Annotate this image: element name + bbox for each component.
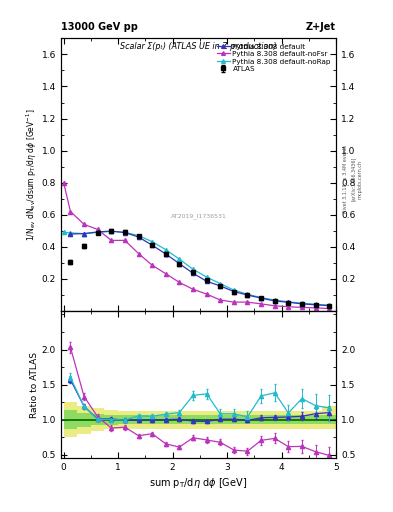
Text: Z+Jet: Z+Jet: [306, 22, 336, 32]
Pythia 8.308 default-noFsr: [204, 291, 209, 297]
Pythia 8.308 default-noRap: [150, 239, 154, 245]
Pythia 8.308 default-noRap: [327, 302, 332, 308]
Pythia 8.308 default-noRap: [68, 230, 73, 236]
Pythia 8.308 default-noFsr: [231, 299, 236, 305]
Pythia 8.308 default-noFsr: [109, 238, 114, 244]
Pythia 8.308 default-noFsr: [286, 304, 291, 310]
Pythia 8.308 default-noRap: [163, 247, 168, 253]
Pythia 8.308 default: [272, 298, 277, 304]
Pythia 8.308 default-noFsr: [150, 262, 154, 268]
Pythia 8.308 default-noFsr: [177, 280, 182, 286]
Text: Scalar Σ(pₜ) (ATLAS UE in Z production): Scalar Σ(pₜ) (ATLAS UE in Z production): [120, 42, 277, 52]
Pythia 8.308 default-noFsr: [218, 297, 222, 303]
Pythia 8.308 default-noRap: [123, 229, 127, 236]
Pythia 8.308 default: [299, 301, 304, 307]
Line: Pythia 8.308 default-noRap: Pythia 8.308 default-noRap: [62, 229, 331, 307]
Pythia 8.308 default: [163, 251, 168, 257]
Pythia 8.308 default: [231, 288, 236, 294]
Pythia 8.308 default-noFsr: [313, 305, 318, 311]
Pythia 8.308 default-noRap: [299, 300, 304, 306]
Pythia 8.308 default-noRap: [218, 281, 222, 287]
Pythia 8.308 default-noRap: [61, 229, 66, 236]
Pythia 8.308 default-noFsr: [136, 250, 141, 257]
Pythia 8.308 default-noRap: [82, 230, 86, 237]
Line: Pythia 8.308 default: Pythia 8.308 default: [68, 229, 331, 308]
Pythia 8.308 default: [109, 228, 114, 234]
Pythia 8.308 default-noRap: [109, 228, 114, 234]
Pythia 8.308 default-noFsr: [191, 286, 195, 292]
Pythia 8.308 default-noFsr: [259, 301, 263, 307]
Text: [arXiv:1306.3436]: [arXiv:1306.3436]: [351, 157, 356, 201]
X-axis label: sum p$_{\mathregular{T}}$/d$\eta$ d$\phi$ [GeV]: sum p$_{\mathregular{T}}$/d$\eta$ d$\phi…: [149, 476, 248, 490]
Pythia 8.308 default-noFsr: [272, 303, 277, 309]
Pythia 8.308 default: [218, 283, 222, 289]
Pythia 8.308 default-noFsr: [95, 226, 100, 232]
Pythia 8.308 default-noRap: [177, 256, 182, 262]
Pythia 8.308 default-noRap: [231, 287, 236, 293]
Text: AT2019_I1736531: AT2019_I1736531: [171, 213, 226, 219]
Pythia 8.308 default: [327, 303, 332, 309]
Pythia 8.308 default-noRap: [313, 301, 318, 307]
Pythia 8.308 default-noFsr: [82, 221, 86, 227]
Pythia 8.308 default-noFsr: [327, 306, 332, 312]
Y-axis label: 1/N$_{\mathregular{ev}}$ dN$_{\mathregular{ev}}$/dsum p$_{\mathregular{T}}$/d$\e: 1/N$_{\mathregular{ev}}$ dN$_{\mathregul…: [24, 109, 39, 241]
Text: mcplots.cern.ch: mcplots.cern.ch: [358, 160, 363, 199]
Text: 13000 GeV pp: 13000 GeV pp: [61, 22, 138, 32]
Pythia 8.308 default: [313, 302, 318, 308]
Y-axis label: Ratio to ATLAS: Ratio to ATLAS: [30, 352, 39, 418]
Pythia 8.308 default: [286, 299, 291, 305]
Pythia 8.308 default: [95, 229, 100, 235]
Pythia 8.308 default-noRap: [136, 232, 141, 239]
Pythia 8.308 default-noFsr: [245, 299, 250, 305]
Pythia 8.308 default-noFsr: [123, 238, 127, 244]
Pythia 8.308 default-noRap: [204, 274, 209, 280]
Pythia 8.308 default-noRap: [95, 229, 100, 236]
Pythia 8.308 default: [259, 295, 263, 301]
Pythia 8.308 default-noFsr: [68, 208, 73, 215]
Pythia 8.308 default-noRap: [245, 291, 250, 297]
Pythia 8.308 default: [68, 231, 73, 237]
Pythia 8.308 default-noFsr: [299, 304, 304, 310]
Pythia 8.308 default-noRap: [191, 266, 195, 272]
Pythia 8.308 default: [82, 230, 86, 237]
Pythia 8.308 default-noFsr: [61, 180, 66, 186]
Legend: Pythia 8.308 default, Pythia 8.308 default-noFsr, Pythia 8.308 default-noRap, AT: Pythia 8.308 default, Pythia 8.308 defau…: [215, 42, 332, 73]
Pythia 8.308 default-noRap: [286, 298, 291, 305]
Pythia 8.308 default: [123, 229, 127, 236]
Pythia 8.308 default: [136, 234, 141, 240]
Pythia 8.308 default: [204, 278, 209, 284]
Pythia 8.308 default: [177, 261, 182, 267]
Text: Rivet 3.1.10, ≥ 3.4M events: Rivet 3.1.10, ≥ 3.4M events: [343, 145, 348, 214]
Pythia 8.308 default-noRap: [272, 297, 277, 303]
Line: Pythia 8.308 default-noFsr: Pythia 8.308 default-noFsr: [62, 181, 331, 311]
Pythia 8.308 default: [150, 242, 154, 248]
Pythia 8.308 default-noRap: [259, 294, 263, 301]
Pythia 8.308 default: [245, 292, 250, 298]
Pythia 8.308 default-noFsr: [163, 271, 168, 277]
Pythia 8.308 default: [191, 270, 195, 276]
